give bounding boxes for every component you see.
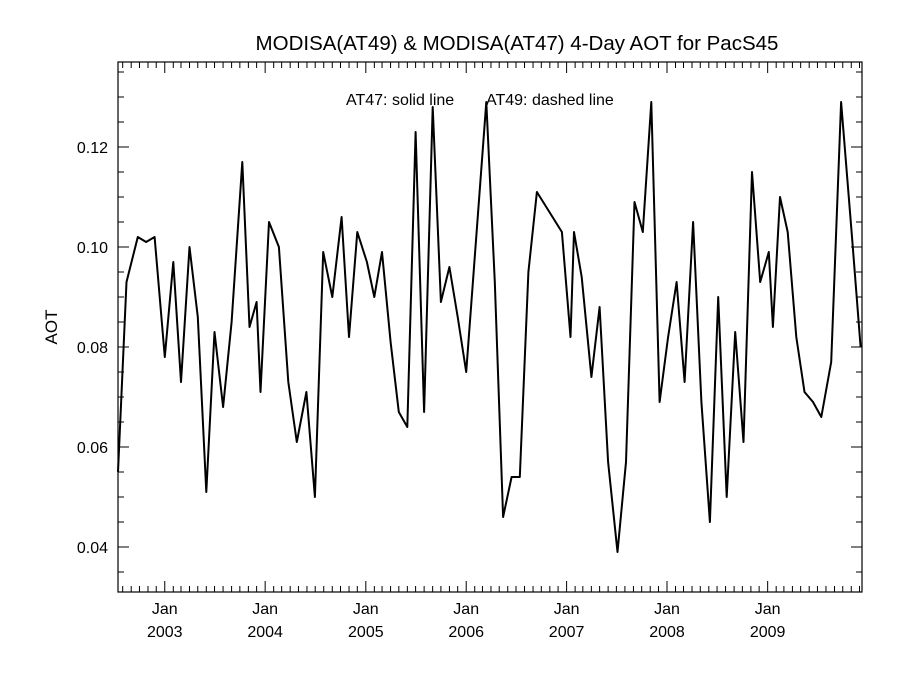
x-tick-label-month: Jan bbox=[152, 601, 178, 618]
y-tick-label: 0.08 bbox=[77, 340, 108, 357]
x-tick-label-year: 2004 bbox=[247, 624, 283, 641]
series-line-solid bbox=[117, 101, 862, 553]
y-tick-label: 0.12 bbox=[77, 140, 108, 157]
x-tick-label-month: Jan bbox=[654, 601, 680, 618]
x-tick-label-month: Jan bbox=[252, 601, 278, 618]
chart-title: MODISA(AT49) & MODISA(AT47) 4-Day AOT fo… bbox=[256, 32, 779, 55]
x-tick-label-year: 2008 bbox=[649, 624, 685, 641]
series-group bbox=[117, 101, 862, 553]
x-tick-label-year: 2003 bbox=[147, 624, 183, 641]
y-axis-label: AOT bbox=[42, 310, 61, 345]
x-tick-label-month: Jan bbox=[353, 601, 379, 618]
plot-frame bbox=[117, 61, 863, 593]
y-tick-label: 0.04 bbox=[77, 540, 108, 557]
x-tick-label-year: 2007 bbox=[549, 624, 585, 641]
x-tick-label-year: 2006 bbox=[448, 624, 484, 641]
x-tick-label-month: Jan bbox=[755, 601, 781, 618]
y-tick-label: 0.06 bbox=[77, 440, 108, 457]
y-tick-label: 0.10 bbox=[77, 240, 108, 257]
annotation-solid-line: AT47: solid line bbox=[346, 92, 454, 109]
x-tick-label-month: Jan bbox=[554, 601, 580, 618]
x-tick-label-year: 2005 bbox=[348, 624, 384, 641]
x-tick-label-year: 2009 bbox=[750, 624, 786, 641]
x-tick-label-month: Jan bbox=[453, 601, 479, 618]
annotation-dashed-line: AT49: dashed line bbox=[486, 92, 614, 109]
x-axis-ticks: Jan 2003 Jan 2004 Jan 2005 Jan 2006 Jan 2007 Jan 20… bbox=[122, 62, 861, 641]
